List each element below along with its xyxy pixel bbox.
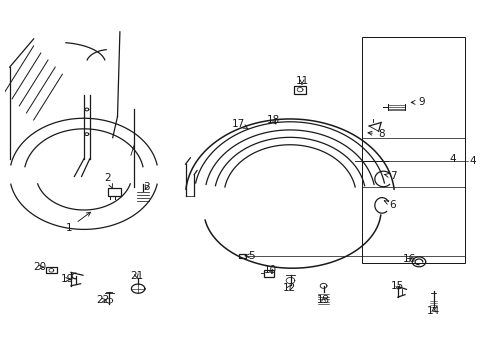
Bar	[294, 86, 305, 94]
Text: 18: 18	[266, 115, 279, 125]
Bar	[238, 254, 246, 258]
Text: 9: 9	[410, 98, 424, 107]
Text: 7: 7	[384, 171, 396, 181]
Text: 14: 14	[427, 306, 440, 315]
Text: 21: 21	[130, 271, 143, 281]
Text: 20: 20	[33, 262, 46, 272]
Text: 1: 1	[66, 212, 90, 233]
Text: 16: 16	[403, 255, 416, 264]
Text: 5: 5	[245, 251, 254, 261]
Text: 10: 10	[264, 265, 277, 275]
Text: 19: 19	[61, 274, 74, 284]
Text: 6: 6	[384, 200, 396, 210]
Text: 4: 4	[449, 154, 455, 164]
Text: 8: 8	[367, 129, 384, 139]
Text: 15: 15	[390, 281, 404, 291]
Bar	[108, 188, 121, 196]
Text: 11: 11	[295, 76, 308, 86]
Text: 17: 17	[232, 118, 247, 129]
Text: 4: 4	[469, 156, 475, 166]
Text: 22: 22	[96, 295, 109, 305]
Text: 12: 12	[282, 283, 295, 293]
Bar	[263, 270, 274, 277]
Bar	[46, 267, 57, 274]
Bar	[361, 37, 464, 263]
Text: 2: 2	[104, 173, 112, 189]
Text: 3: 3	[142, 182, 149, 192]
Text: 13: 13	[316, 295, 329, 305]
